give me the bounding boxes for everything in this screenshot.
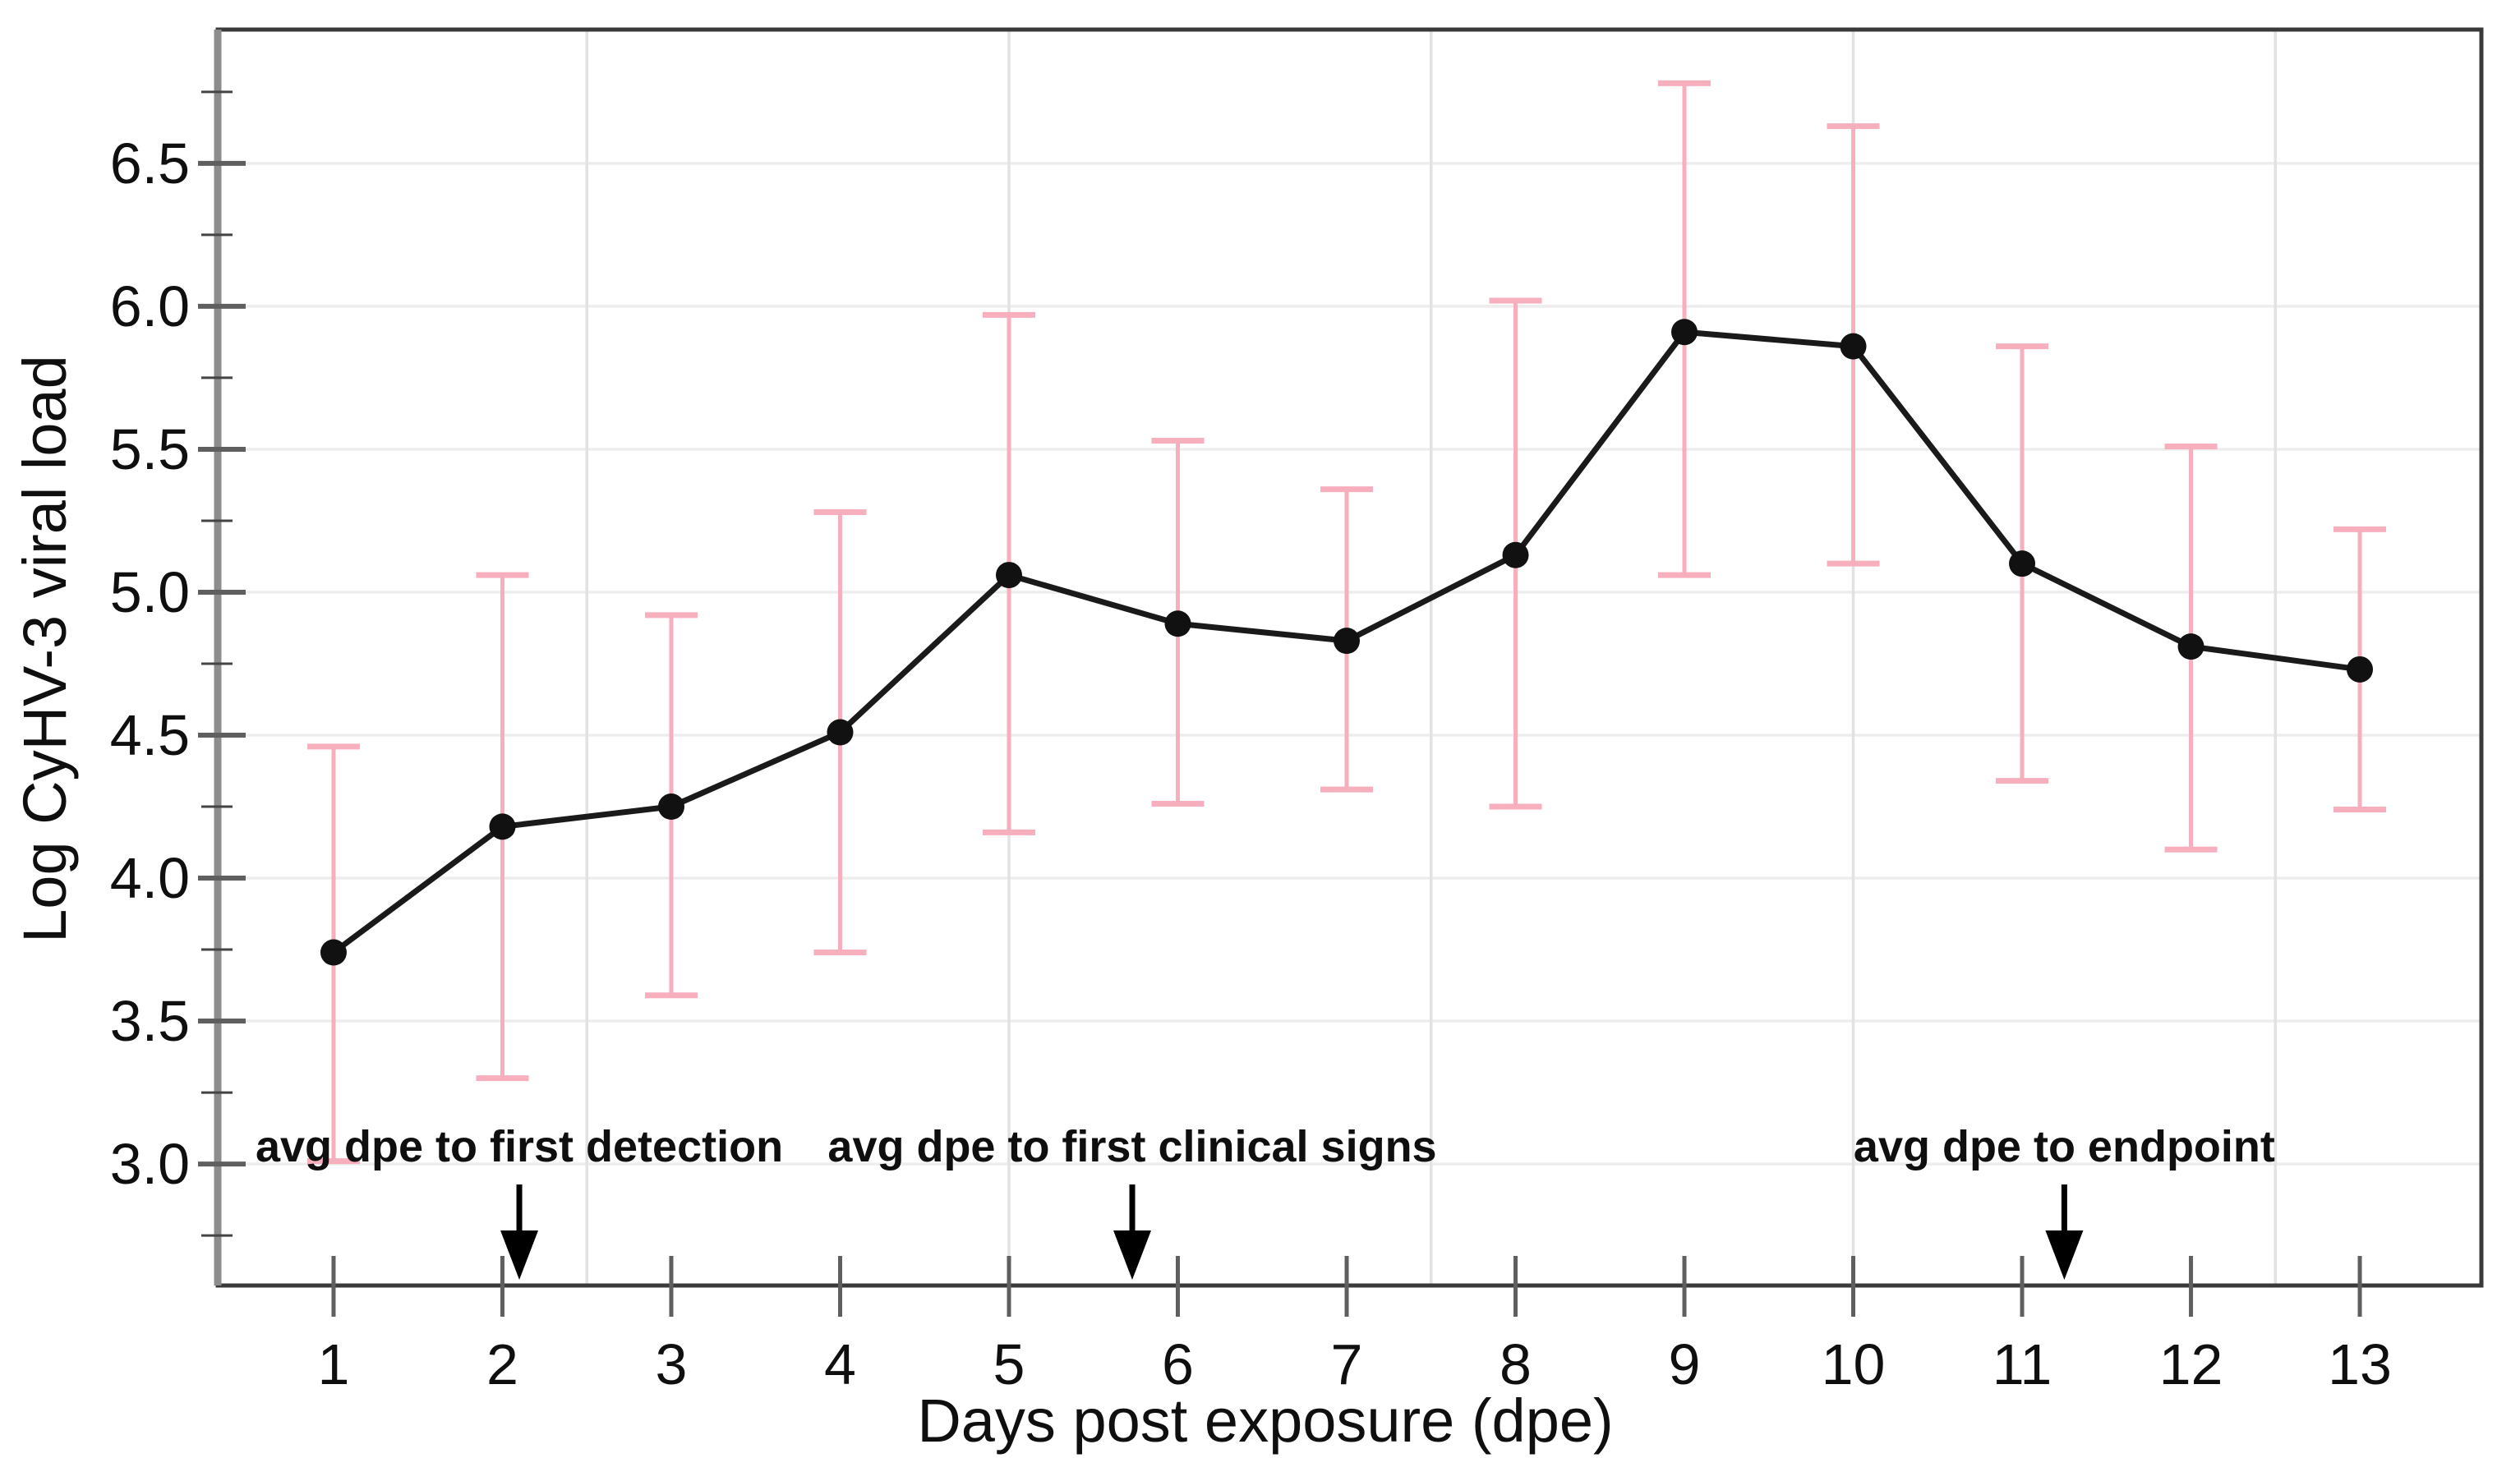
data-point — [2177, 633, 2204, 660]
y-axis-title: Log CyHV-3 viral load — [11, 355, 79, 943]
data-point — [1164, 610, 1191, 637]
tick-labels-layer: 3.03.54.04.55.05.56.06.51 2 3 4 5 6 7 8 9 10 11 12 1… — [110, 131, 2392, 1396]
x-tick-label: 12 — [2159, 1332, 2223, 1396]
x-tick-label: 4 — [824, 1332, 856, 1396]
data-point — [995, 562, 1022, 589]
x-tick-label: 11 — [1993, 1332, 2052, 1396]
annotation-label: avg dpe to endpoint — [1854, 1122, 2275, 1171]
data-point — [1840, 333, 1867, 360]
x-tick-label: 7 — [1331, 1332, 1363, 1396]
x-tick-label: 1 — [318, 1332, 350, 1396]
y-tick-label: 6.0 — [110, 274, 190, 338]
data-point — [1502, 541, 1529, 568]
y-tick-label: 3.5 — [110, 989, 190, 1053]
y-tick-label: 3.0 — [110, 1132, 190, 1196]
y-tick-label: 6.5 — [110, 131, 190, 195]
gridlines-layer — [218, 30, 2481, 1286]
axis-ticks-layer — [198, 90, 2362, 1317]
x-tick-label: 6 — [1162, 1332, 1194, 1396]
y-tick-label: 5.0 — [110, 560, 190, 624]
error-bars-layer — [306, 80, 2387, 1165]
data-point — [827, 719, 854, 746]
x-tick-label: 2 — [486, 1332, 518, 1396]
x-tick-label: 10 — [1822, 1332, 1886, 1396]
plot-frame — [215, 27, 2484, 1288]
annotation-arrowhead — [2045, 1230, 2084, 1280]
data-point — [657, 793, 684, 821]
x-tick-label: 13 — [2328, 1332, 2392, 1396]
data-point — [2347, 655, 2374, 683]
data-series-layer — [320, 319, 2374, 966]
x-tick-label: 3 — [656, 1332, 688, 1396]
plot-frame-layer — [214, 27, 2484, 1288]
annotation-arrowhead — [500, 1230, 539, 1280]
annotation-label: avg dpe to first clinical signs — [827, 1122, 1436, 1171]
annotation-arrowhead — [1113, 1230, 1152, 1280]
y-tick-label: 5.5 — [110, 417, 190, 481]
annotation-label: avg dpe to first detection — [256, 1122, 783, 1171]
data-point — [489, 813, 516, 840]
annotations-layer: avg dpe to first detection avg dpe to fir… — [256, 1122, 2275, 1280]
x-tick-label: 5 — [993, 1332, 1025, 1396]
data-point — [1334, 628, 1361, 655]
x-tick-label: 9 — [1669, 1332, 1701, 1396]
data-point — [1671, 319, 1698, 346]
x-tick-label: 8 — [1500, 1332, 1532, 1396]
data-point — [320, 939, 347, 966]
y-tick-label: 4.0 — [110, 846, 190, 910]
data-point — [2009, 550, 2036, 577]
x-axis-title: Days post exposure (dpe) — [917, 1387, 1613, 1455]
y-tick-label: 4.5 — [110, 703, 190, 767]
